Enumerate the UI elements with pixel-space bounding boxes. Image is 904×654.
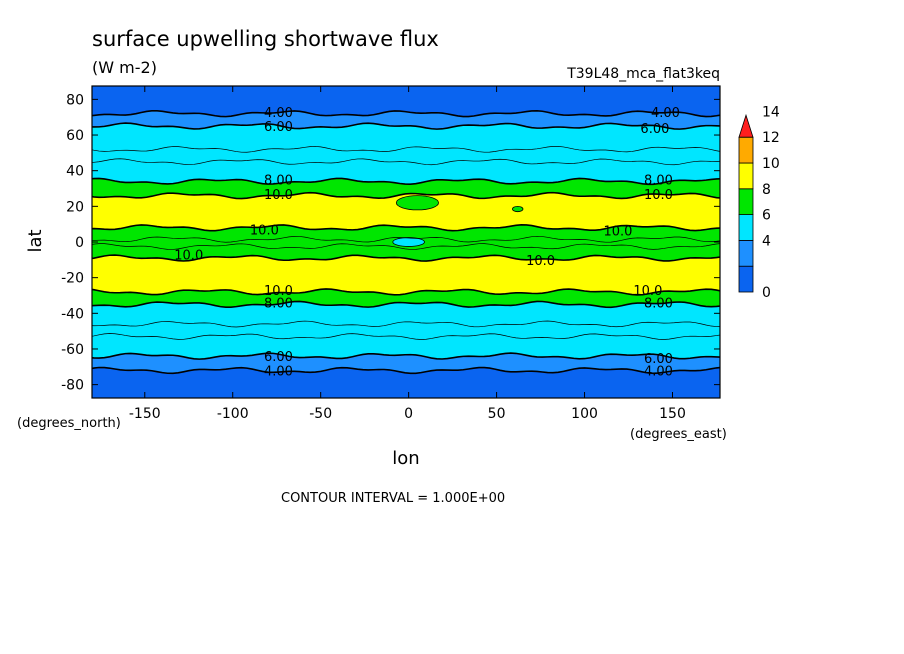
contour-line-0: [92, 109, 720, 118]
contour-field: [92, 86, 720, 398]
colorbar-label-0: 0: [762, 285, 771, 301]
colorbar-swatch-0: [738, 265, 754, 293]
blob-2: [395, 195, 439, 211]
colorbar-label-2: 6: [762, 208, 771, 224]
colorbar-label-5: 12: [762, 130, 780, 146]
contour-line-6: [92, 288, 720, 296]
run-label: T39L48_mca_flat3keq: [566, 66, 720, 82]
band-8: [92, 301, 720, 360]
contour-lines: [92, 109, 720, 375]
colorbar-label-3: 8: [762, 182, 771, 198]
colorbar-swatch-5: [738, 136, 754, 164]
y-axis-units: (degrees_north): [17, 416, 121, 431]
y-axis: -80 -60 -40 -20 0 20 40 60 80: [61, 92, 720, 394]
x-axis-label: lon: [392, 448, 419, 469]
colorbar-label-6: 14: [762, 104, 780, 120]
colorbar-swatch-2: [738, 214, 754, 241]
colorbar-swatch-3: [738, 188, 754, 216]
contour-line-thin-3: [92, 333, 720, 340]
contour-label-13: 10.0: [633, 284, 662, 299]
contour-label-11: 10.0: [526, 254, 555, 269]
x-tick-label-3: 0: [404, 406, 413, 422]
x-tick-label-6: 150: [659, 406, 686, 422]
band-6: [92, 255, 720, 295]
contour-line-5: [92, 254, 720, 262]
band-2: [92, 123, 720, 185]
colorbar-label-1: 4: [762, 233, 771, 249]
contour-label-19: 4.00: [644, 364, 673, 379]
contour-label-6: 10.0: [264, 188, 293, 203]
chart-title: surface upwelling shortwave flux: [92, 27, 439, 51]
contour-label-3: 6.00: [640, 122, 669, 137]
colorbar-swatch-1: [738, 239, 754, 267]
contour-line-thin-2: [92, 320, 720, 328]
contour-label-14: 8.00: [264, 297, 293, 312]
x-tick-label-2: -50: [309, 406, 332, 422]
x-tick-label-4: 50: [488, 406, 506, 422]
y-axis-label: lat: [25, 229, 46, 252]
contour-label-2: 6.00: [264, 120, 293, 135]
contour-line-4: [92, 224, 720, 232]
contour-interval: CONTOUR INTERVAL = 1.000E+00: [281, 491, 505, 506]
contour-label-1: 4.00: [651, 106, 680, 121]
x-axis-units: (degrees_east): [630, 427, 727, 442]
y-tick-label-0: -80: [61, 378, 84, 394]
y-tick-label-3: -20: [61, 271, 84, 287]
contour-line-9: [92, 366, 720, 375]
x-axis: -150 -100 -50 0 50 100 150: [129, 86, 686, 422]
contour-label-16: 6.00: [264, 350, 293, 365]
band-10: [92, 367, 720, 398]
contour-label-12: 10.0: [264, 284, 293, 299]
y-tick-label-1: -60: [61, 342, 84, 358]
contour-label-17: 6.00: [644, 352, 673, 367]
band-0: [92, 86, 720, 117]
contour-line-7: [92, 300, 720, 309]
y-tick-label-5: 20: [66, 199, 84, 215]
blob-0: [392, 237, 425, 247]
contour-line-8: [92, 352, 720, 360]
contour-label-10: 10.0: [174, 248, 203, 263]
contour-label-7: 10.0: [644, 188, 673, 203]
band-4: [92, 192, 720, 231]
chart-units: (W m-2): [92, 58, 157, 77]
contour-line-1: [92, 122, 720, 130]
contour-label-15: 8.00: [644, 297, 673, 312]
x-tick-label-5: 100: [571, 406, 598, 422]
y-tick-label-8: 80: [66, 92, 84, 108]
contour-label-5: 8.00: [644, 174, 673, 189]
y-tick-label-2: -40: [61, 306, 84, 322]
contour-label-8: 10.0: [250, 224, 279, 239]
colorbar: 0 4 6 8 10 12 14: [738, 104, 780, 301]
y-tick-label-6: 40: [66, 164, 84, 180]
band-7: [92, 288, 720, 308]
colorbar-overflow-arrow: [738, 113, 754, 138]
contour-line-thin-0: [92, 146, 720, 153]
contour-label-4: 8.00: [264, 174, 293, 189]
blob-1: [512, 205, 524, 213]
contour-line-thin-5: [92, 243, 720, 250]
colorbar-swatch-4: [738, 162, 754, 190]
x-tick-label-1: -100: [217, 406, 249, 422]
contour-line-thin-1: [92, 158, 720, 166]
contour-label-0: 4.00: [264, 106, 293, 121]
contour-line-3: [92, 191, 720, 200]
x-tick-label-0: -150: [129, 406, 161, 422]
colorbar-label-4: 10: [762, 156, 780, 172]
contour-label-9: 10.0: [603, 224, 632, 239]
contour-label-18: 4.00: [264, 364, 293, 379]
contour-line-thin-4: [92, 235, 720, 243]
y-tick-label-7: 60: [66, 128, 84, 144]
contour-line-2: [92, 177, 720, 186]
y-tick-label-4: 0: [75, 235, 84, 251]
